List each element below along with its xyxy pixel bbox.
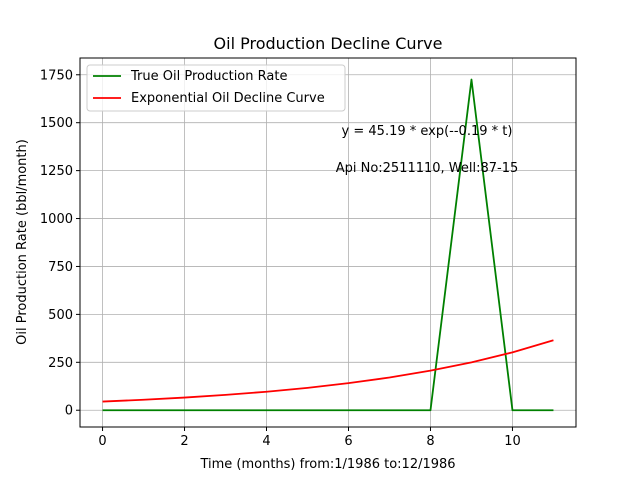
x-tick-label: 0 <box>98 434 106 449</box>
y-tick-label: 1500 <box>40 116 73 131</box>
y-tick-label: 1000 <box>40 212 73 227</box>
x-tick-label: 8 <box>426 434 434 449</box>
y-tick-label: 500 <box>48 308 73 323</box>
plot-frame <box>79 57 577 428</box>
series-lines <box>102 78 554 412</box>
series-line-exponential-curve <box>102 339 554 403</box>
y-tick-label: 750 <box>48 260 73 275</box>
y-tick-label: 1750 <box>40 68 73 83</box>
y-axis-label: Oil Production Rate (bbl/month) <box>15 139 30 345</box>
legend-box <box>86 64 346 112</box>
x-tick-label: 2 <box>180 434 188 449</box>
well-annotation: Api No:2511110, Well:87-15 <box>336 161 519 176</box>
equation-annotation: y = 45.19 * exp(--0.19 * t) <box>342 124 513 139</box>
series-line-true-rate <box>102 78 554 412</box>
x-tick-label: 6 <box>344 434 352 449</box>
legend: True Oil Production Rate Exponential Oil… <box>86 64 346 112</box>
x-axis-ticks: 0 2 4 6 8 10 <box>98 427 521 449</box>
x-axis-label: Time (months) from:1/1986 to:12/1986 <box>199 457 455 472</box>
y-tick-label: 250 <box>48 356 73 371</box>
legend-label-true-rate: True Oil Production Rate <box>130 69 287 84</box>
grid-lines <box>80 58 576 427</box>
y-tick-label: 1250 <box>40 164 73 179</box>
x-tick-label: 10 <box>504 434 521 449</box>
y-tick-label: 0 <box>65 404 73 419</box>
legend-label-exponential-curve: Exponential Oil Decline Curve <box>131 91 325 106</box>
y-axis-ticks: 0 250 500 750 1000 1250 1500 1750 <box>40 68 80 419</box>
x-tick-label: 4 <box>262 434 270 449</box>
chart-title: Oil Production Decline Curve <box>214 34 443 53</box>
